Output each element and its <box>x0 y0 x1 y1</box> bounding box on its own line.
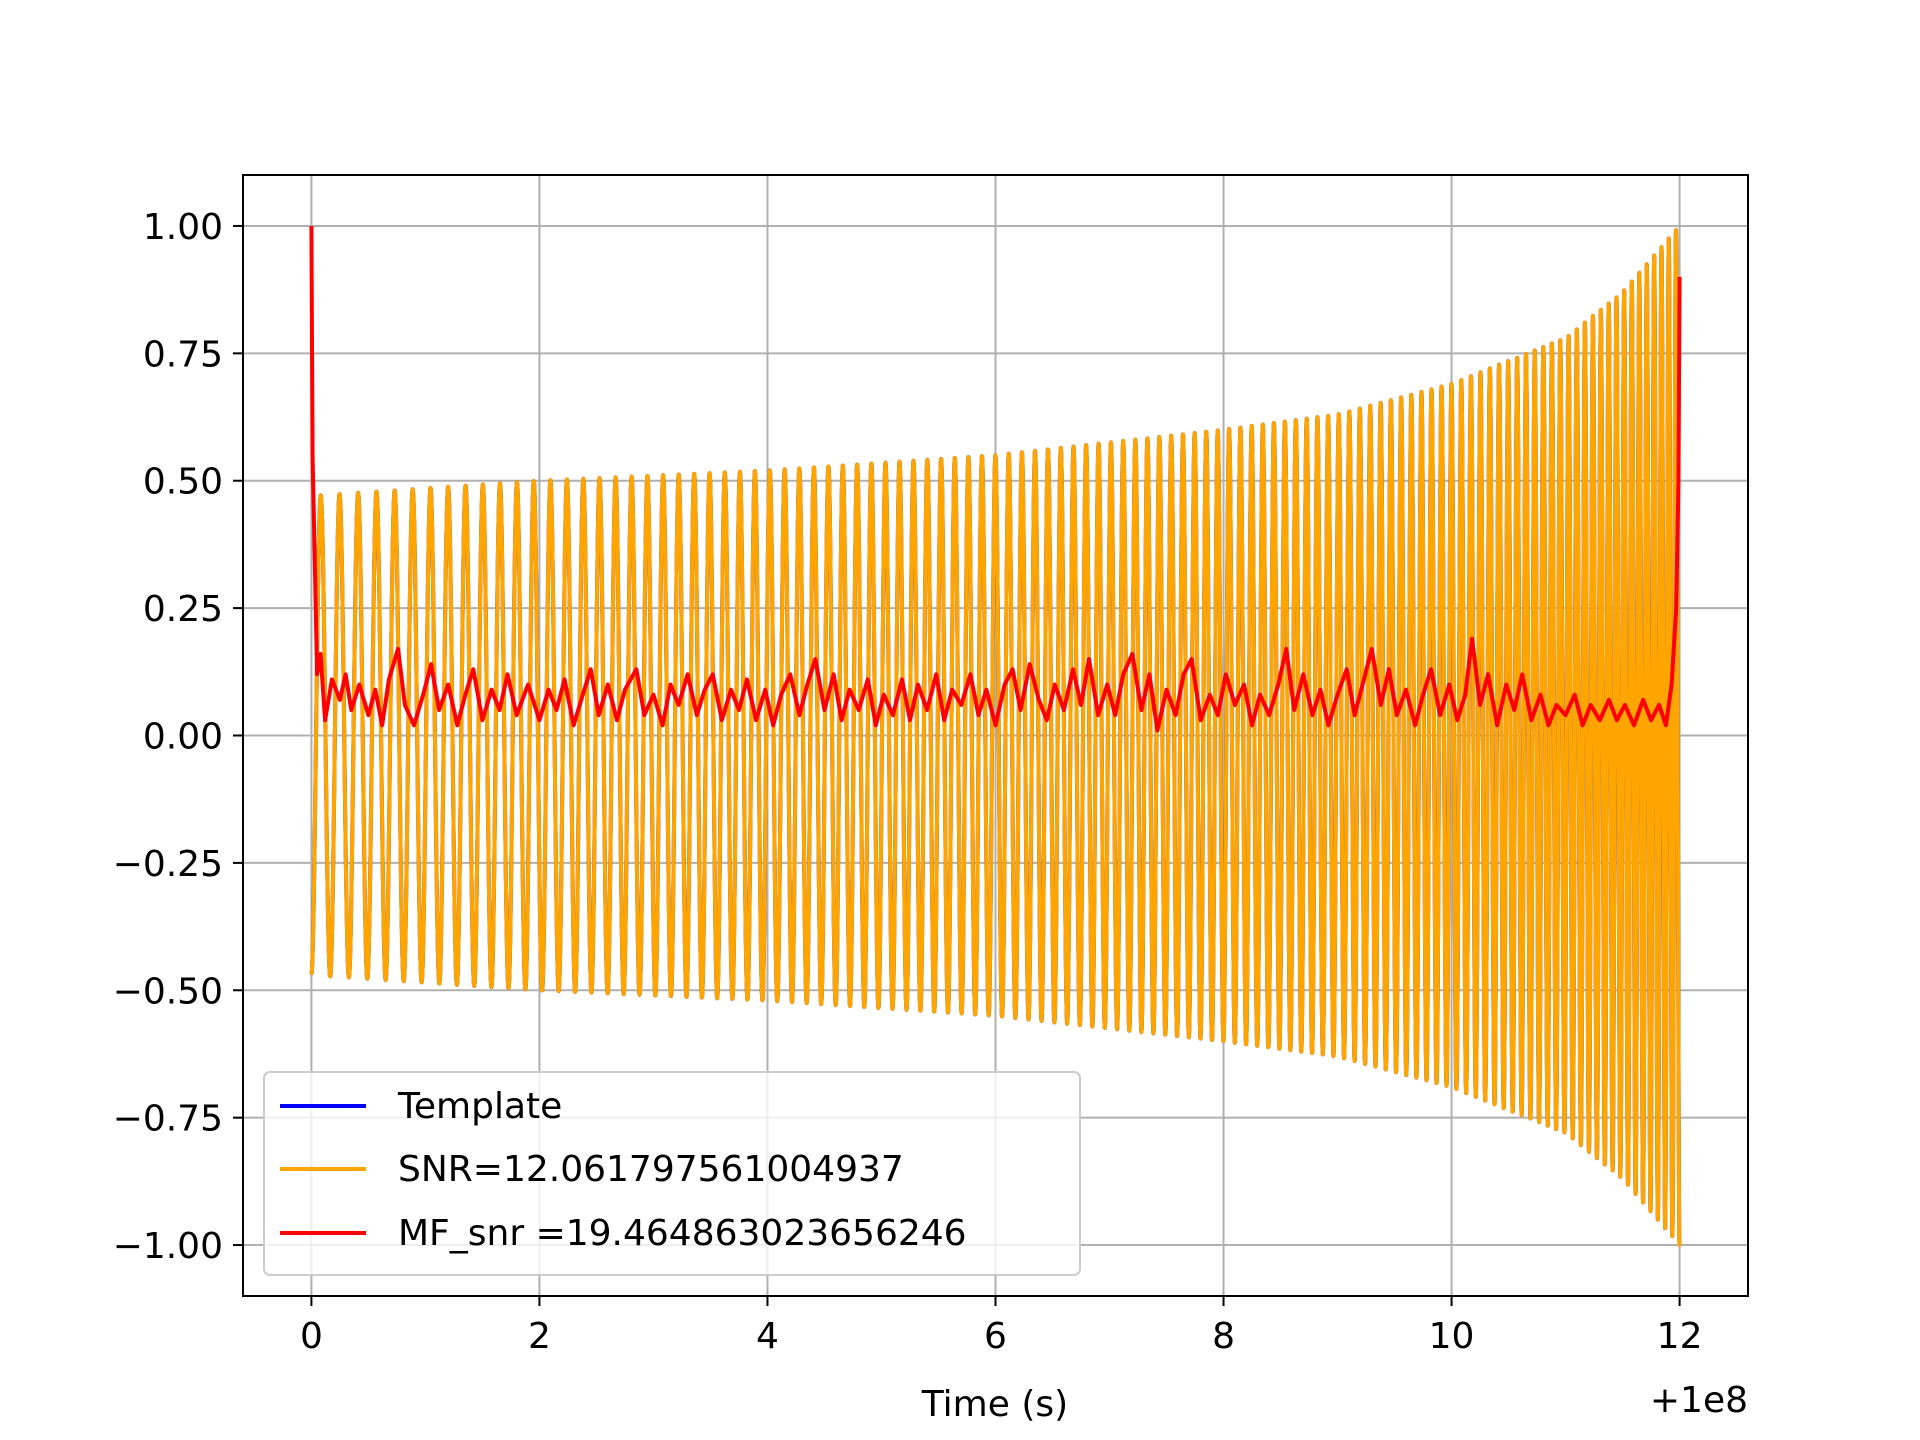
y-tick-label: 1.00 <box>143 207 223 248</box>
x-tick-label: 2 <box>528 1316 551 1357</box>
x-tick-label: 4 <box>756 1316 779 1357</box>
x-tick-label: 12 <box>1657 1316 1703 1357</box>
y-axis: 1.00 0.75 0.50 0.25 0.00 −0.25 −0.50 −0.75 −1.00 <box>113 207 243 1267</box>
y-tick-label: 0.25 <box>143 589 223 630</box>
x-tick-label: 6 <box>984 1316 1007 1357</box>
x-tick-label: 10 <box>1429 1316 1475 1357</box>
legend: Template SNR=12.061797561004937 MF_snr =… <box>263 1071 1081 1276</box>
y-tick-label: 0.00 <box>143 717 223 758</box>
y-tick-label: −0.25 <box>113 844 223 885</box>
x-axis: 0 2 4 6 8 10 12 <box>300 1296 1703 1357</box>
y-tick-label: −0.75 <box>113 1099 223 1140</box>
y-tick-label: 0.75 <box>143 334 223 375</box>
x-tick-label: 8 <box>1212 1316 1235 1357</box>
legend-label-template: Template <box>397 1086 562 1127</box>
y-tick-label: −1.00 <box>113 1226 223 1267</box>
series-line-2 <box>309 225 1682 733</box>
x-tick-label: 0 <box>300 1316 323 1357</box>
y-tick-label: −0.50 <box>113 971 223 1012</box>
x-axis-label: Time (s) <box>921 1384 1068 1425</box>
y-tick-label: 0.50 <box>143 462 223 503</box>
legend-label-mf-snr: MF_snr =19.464863023656246 <box>398 1213 967 1254</box>
legend-label-snr: SNR=12.061797561004937 <box>398 1149 904 1190</box>
legend-box <box>263 1071 1081 1276</box>
x-offset-label: +1e8 <box>1650 1380 1748 1421</box>
series-line-1 <box>309 228 1682 1247</box>
series-layer <box>309 225 1682 1247</box>
